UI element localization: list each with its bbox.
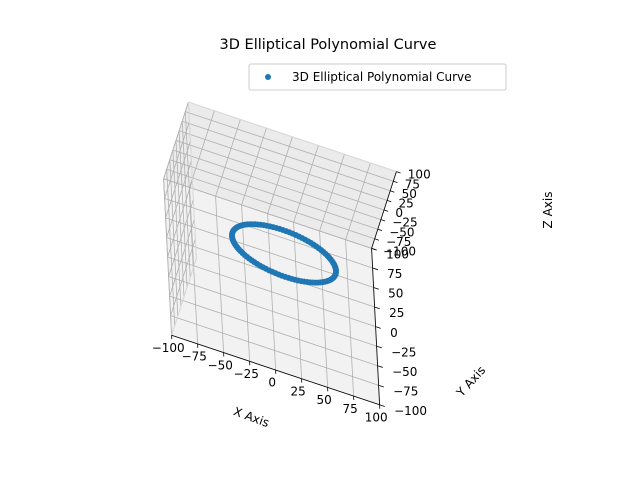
grid-line-left-z [175,140,185,297]
z-tick-label: 25 [399,197,414,211]
z-tick-label: 100 [408,168,431,182]
grid-line-back-z [185,111,394,182]
x-tick-label: −25 [234,367,259,381]
z-tick-label: 75 [405,177,420,191]
x-tick-label: 50 [317,393,332,407]
grid-line-floor-y [167,256,376,327]
chart-title: 3D Elliptical Polynomial Curve [220,37,437,53]
legend-frame [248,63,507,91]
data-point [332,269,339,276]
pane-edge [171,258,197,336]
legend-label: 3D Elliptical Polynomial Curve [292,70,472,84]
y-tick-mark [374,306,380,310]
pane-edge [188,101,397,172]
y-tick-label: 100 [386,248,409,262]
z-tick-mark [371,248,376,251]
z-tick-mark [383,209,389,212]
data-points [229,221,339,286]
y-tick-label: −25 [391,345,416,359]
grid-line-floor-y [169,295,378,367]
y-tick-label: −100 [394,404,427,418]
z-tick-label: −25 [392,216,417,230]
y-tick-label: −75 [393,384,418,398]
z-tick-mark [390,190,395,193]
z-tick-label: 0 [395,206,403,220]
grid-line-left-z [169,159,179,317]
y-tick-mark [375,326,381,329]
z-tick-label: 50 [402,187,417,201]
z-tick-label: −100 [383,245,416,259]
grid-line-back-z [166,168,375,240]
y-axis-line [371,248,380,405]
z-tick-mark [393,180,398,183]
grid-line-left-z [172,149,182,307]
x-tick-label: 75 [343,402,358,416]
grid-line-floor-y [170,315,379,386]
x-tick-label: 25 [291,384,306,398]
x-tick-label: 100 [365,411,388,425]
grid-line-back-z [182,120,391,192]
x-tick-label: −50 [208,358,233,372]
grid-line-left-z [181,121,191,278]
grid-line-back-z [172,149,382,220]
grid-line-left-z [163,178,172,336]
y-tick-label: 50 [388,287,403,301]
y-tick-label: 25 [389,306,404,320]
grid-line-left-z [184,111,194,269]
x-tick-label: 0 [268,376,276,390]
y-tick-mark [376,345,382,349]
y-tick-label: 75 [387,267,402,281]
y-tick-mark [379,404,385,407]
grid-line-floor-y [168,276,377,347]
z-tick-mark [380,219,386,222]
legend: 3D Elliptical Polynomial Curve [248,63,507,91]
grid-line-back-z [163,178,372,249]
grid-line-back-z [178,130,388,201]
z-tick-mark [386,200,392,203]
grid-line-back-z [169,159,378,230]
z-tick-label: −50 [389,225,414,239]
y-tick-label: −50 [392,365,417,379]
x-tick-label: −75 [182,350,207,364]
y-tick-mark [372,267,378,271]
grid-line-floor-y [165,217,374,288]
grid-line-back-z [175,140,385,211]
grid-line-left-z [178,130,188,288]
legend-marker [265,74,271,80]
z-tick-mark [377,228,383,231]
y-tick-mark [377,365,383,368]
z-tick-mark [374,238,379,241]
y-tick-mark [373,287,379,290]
grid-line-floor-y [164,197,373,269]
pane-edge [188,101,197,259]
z-tick-label: −75 [386,235,411,249]
y-tick-label: 0 [390,326,398,340]
y-tick-mark [378,384,384,388]
z-axis-label: Z Axis [541,192,555,229]
x-tick-label: −100 [152,341,185,355]
grid-line-left-z [166,169,176,326]
z-tick-mark [396,171,401,174]
